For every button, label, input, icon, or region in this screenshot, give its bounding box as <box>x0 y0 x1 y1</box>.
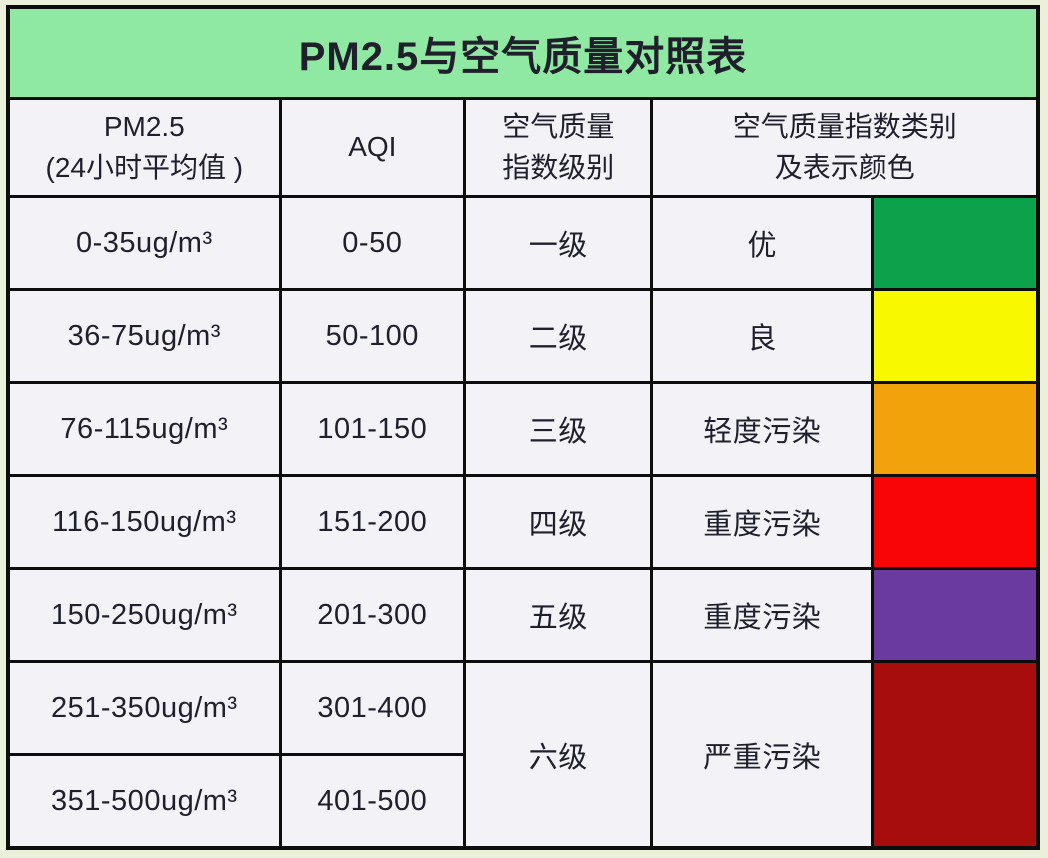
level-cell-merged: 六级 <box>463 660 654 850</box>
pm25-cell: 0-35ug/m³ <box>6 195 282 291</box>
header-category-line2: 及表示颜色 <box>774 151 915 183</box>
header-row: PM2.5 (24小时平均值 ) AQI 空气质量 指数级别 空气质量指数类别 … <box>6 97 1040 198</box>
level-cell: 四级 <box>463 474 654 570</box>
table-row: 0-35ug/m³ 0-50 一级 优 <box>6 195 1040 291</box>
category-cell: 优 <box>650 195 875 291</box>
aqi-cell: 301-400 <box>278 660 467 756</box>
color-swatch-orange <box>871 381 1040 477</box>
header-category-line1: 空气质量指数类别 <box>732 110 957 142</box>
pm25-cell: 251-350ug/m³ <box>6 660 282 756</box>
level-cell: 五级 <box>463 567 654 663</box>
aqi-cell: 50-100 <box>278 288 467 384</box>
pm25-cell: 150-250ug/m³ <box>6 567 282 663</box>
category-cell: 轻度污染 <box>650 381 875 477</box>
category-cell: 重度污染 <box>650 567 875 663</box>
category-cell-merged: 严重污染 <box>650 660 875 850</box>
color-swatch-red <box>871 474 1040 570</box>
header-aqi: AQI <box>278 97 467 198</box>
header-level: 空气质量 指数级别 <box>463 97 654 198</box>
table-title: PM2.5与空气质量对照表 <box>6 5 1040 100</box>
header-level-line1: 空气质量 <box>502 110 615 142</box>
color-swatch-yellow <box>871 288 1040 384</box>
header-level-line2: 指数级别 <box>502 151 615 183</box>
table-row: 116-150ug/m³ 151-200 四级 重度污染 <box>6 474 1040 570</box>
table-row: 150-250ug/m³ 201-300 五级 重度污染 <box>6 567 1040 663</box>
header-pm25-line2: (24小时平均值 ) <box>45 151 244 183</box>
table-row: 251-350ug/m³ 301-400 六级 严重污染 <box>6 660 1040 850</box>
pm25-aqi-comparison-table: PM2.5与空气质量对照表 PM2.5 (24小时平均值 ) AQI 空气质量 … <box>6 5 1040 850</box>
aqi-cell: 201-300 <box>278 567 467 663</box>
aqi-cell: 151-200 <box>278 474 467 570</box>
table-row: 36-75ug/m³ 50-100 二级 良 <box>6 288 1040 384</box>
aqi-cell: 0-50 <box>278 195 467 291</box>
level-cell: 一级 <box>463 195 654 291</box>
title-row: PM2.5与空气质量对照表 <box>6 5 1040 100</box>
pm25-cell: 116-150ug/m³ <box>6 474 282 570</box>
color-swatch-green <box>871 195 1040 291</box>
header-pm25: PM2.5 (24小时平均值 ) <box>6 97 282 198</box>
color-swatch-purple <box>871 567 1040 663</box>
level-cell: 二级 <box>463 288 654 384</box>
header-category-color: 空气质量指数类别 及表示颜色 <box>650 97 1040 198</box>
category-cell: 良 <box>650 288 875 384</box>
table-row: 351-500ug/m³ 401-500 <box>6 753 1038 850</box>
category-cell: 重度污染 <box>650 474 875 570</box>
level-cell: 三级 <box>463 381 654 477</box>
aqi-cell: 101-150 <box>278 381 467 477</box>
pm25-cell: 76-115ug/m³ <box>6 381 282 477</box>
aqi-cell: 401-500 <box>278 753 467 850</box>
pm25-cell: 351-500ug/m³ <box>6 753 282 850</box>
table-row: 76-115ug/m³ 101-150 三级 轻度污染 <box>6 381 1040 477</box>
header-pm25-line1: PM2.5 <box>103 110 185 142</box>
color-swatch-dark-red <box>871 660 1040 850</box>
pm25-cell: 36-75ug/m³ <box>6 288 282 384</box>
